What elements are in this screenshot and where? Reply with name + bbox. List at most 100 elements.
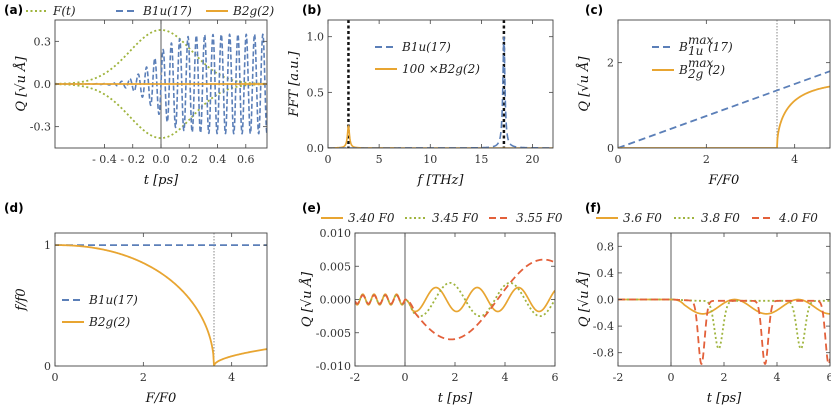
legend-entry: B	[678, 63, 688, 77]
y-tick-label: 0.005	[320, 260, 352, 273]
x-axis-label: F/F0	[708, 173, 740, 188]
x-tick-label: 0	[615, 153, 622, 166]
x-tick-label: 2	[452, 371, 459, 384]
legend-entry: B	[678, 40, 688, 54]
series-B1u-max	[618, 70, 830, 148]
y-tick-label: -0.8	[593, 347, 614, 360]
y-axis-label: Q [√u Å]	[13, 56, 29, 112]
x-tick-label: 0	[52, 371, 59, 384]
x-tick-label: 4	[774, 371, 781, 384]
legend-entry: max	[688, 56, 714, 70]
x-tick-label: 0	[402, 371, 409, 384]
legend-entry: 2g	[687, 67, 704, 81]
plot-area	[355, 233, 555, 366]
x-tick-label: 0.0	[152, 153, 170, 166]
x-tick-label: 10	[423, 153, 437, 166]
x-tick-label: 0	[668, 371, 675, 384]
series-B2g-max	[776, 85, 830, 148]
y-axis-label: Q [√u Å]	[576, 56, 592, 112]
legend-entry: 3.45 F0	[432, 211, 479, 225]
y-axis-label: f/f0	[14, 288, 29, 311]
y-tick-label: 1.0	[307, 31, 325, 44]
panel-d: B1u(17) B2g(2) 0 2 4 0 1 (d) F/F0 f/f0	[4, 201, 268, 406]
legend-entry: (2)	[708, 63, 725, 77]
legend-entry: B2g(2)	[232, 4, 274, 18]
x-axis-label: t [ps]	[438, 391, 473, 406]
series-3.55F0	[355, 258, 555, 341]
legend-entry: B1u(17)	[88, 293, 138, 307]
panel-e: 3.40 F0 3.45 F0 3.55 F0 -2 0 2 4 6 -0.010 -0.005 0…	[299, 201, 563, 406]
series-B2g-freq	[55, 244, 267, 366]
x-tick-label: 4	[228, 371, 235, 384]
panel-label: (d)	[4, 201, 24, 215]
y-tick-label: 0.5	[307, 86, 325, 99]
y-tick-label: 0.0	[597, 294, 615, 307]
y-tick-label: 0.010	[320, 227, 352, 240]
legend-entry: (17)	[708, 40, 733, 54]
y-tick-label: -0.010	[316, 360, 351, 373]
axes-frame	[617, 19, 831, 149]
y-tick-label: 0.000	[320, 294, 352, 307]
y-tick-label: -0.005	[316, 327, 351, 340]
x-tick-label: 5	[376, 153, 383, 166]
legend-entry: 4.0 F0	[778, 211, 818, 225]
x-axis-label: t [ps]	[144, 173, 179, 188]
plot-area	[618, 233, 830, 366]
x-tick-label: 2	[140, 371, 147, 384]
panel-f: 3.6 F0 3.8 F0 4.0 F0 -2 0 2 4 6 -0.8 -0.4 0.0 0.4 0.…	[576, 201, 831, 406]
panel-label: (b)	[302, 3, 322, 17]
y-axis-label: Q [√u Å]	[299, 271, 315, 327]
plot-area	[618, 20, 830, 148]
y-tick-label: 1	[44, 239, 51, 252]
legend-entry: 3.55 F0	[516, 211, 563, 225]
x-tick-label: -2	[350, 371, 361, 384]
legend-entry: 100 ×B2g(2)	[402, 62, 480, 76]
x-tick-label: 0.4	[209, 153, 227, 166]
axes-frame	[354, 232, 556, 367]
panel-label: (a)	[4, 3, 23, 17]
plot-area	[55, 20, 267, 148]
x-tick-label: 0	[325, 153, 332, 166]
x-axis-label: F/F0	[145, 391, 177, 406]
y-tick-label: -0.4	[593, 320, 614, 333]
x-tick-label: - 0.2	[120, 153, 145, 166]
legend-entry: B1u(17)	[401, 40, 451, 54]
series-3.45F0	[355, 281, 555, 318]
series-3.40F0	[355, 286, 555, 313]
panel-b: B1u(17) 100 ×B2g(2) 0 5 10 15 20 0.0 0.5 1.0 (b) f …	[287, 3, 554, 188]
y-tick-label: 0.0	[34, 78, 52, 91]
x-tick-label: - 0.4	[92, 153, 117, 166]
legend-entry: max	[688, 33, 714, 47]
x-tick-label: 0.2	[181, 153, 199, 166]
x-tick-label: 15	[474, 153, 488, 166]
y-tick-label: 0.4	[597, 267, 615, 280]
panel-label: (c)	[585, 3, 603, 17]
x-axis-label: f [THz]	[417, 173, 465, 188]
x-tick-label: 2	[721, 371, 728, 384]
y-tick-label: 0.3	[34, 35, 52, 48]
y-tick-label: 2	[607, 57, 614, 70]
axes-frame	[327, 19, 554, 149]
legend-entry: 3.40 F0	[348, 211, 395, 225]
panel-label: (e)	[302, 201, 321, 215]
legend-entry: B2g(2)	[88, 315, 130, 329]
legend-entry: F(t)	[52, 4, 76, 18]
legend-entry: 1u	[688, 44, 703, 58]
series-3.8F0	[618, 298, 830, 350]
legend-entry: 3.8 F0	[701, 211, 740, 225]
legend-entry: 3.6 F0	[623, 211, 662, 225]
y-tick-label: 0.8	[597, 240, 615, 253]
plot-area	[55, 233, 267, 366]
x-tick-label: 4	[502, 371, 509, 384]
series-B2g-fft	[328, 125, 553, 148]
x-axis-label: t [ps]	[707, 391, 742, 406]
x-tick-label: 2	[703, 153, 710, 166]
x-tick-label: 0.6	[237, 153, 255, 166]
y-tick-label: 0	[44, 360, 51, 373]
x-tick-label: 20	[526, 153, 540, 166]
y-axis-label: Q [√u Å]	[576, 271, 592, 327]
x-tick-label: 4	[791, 153, 798, 166]
x-tick-label: 6	[552, 371, 559, 384]
